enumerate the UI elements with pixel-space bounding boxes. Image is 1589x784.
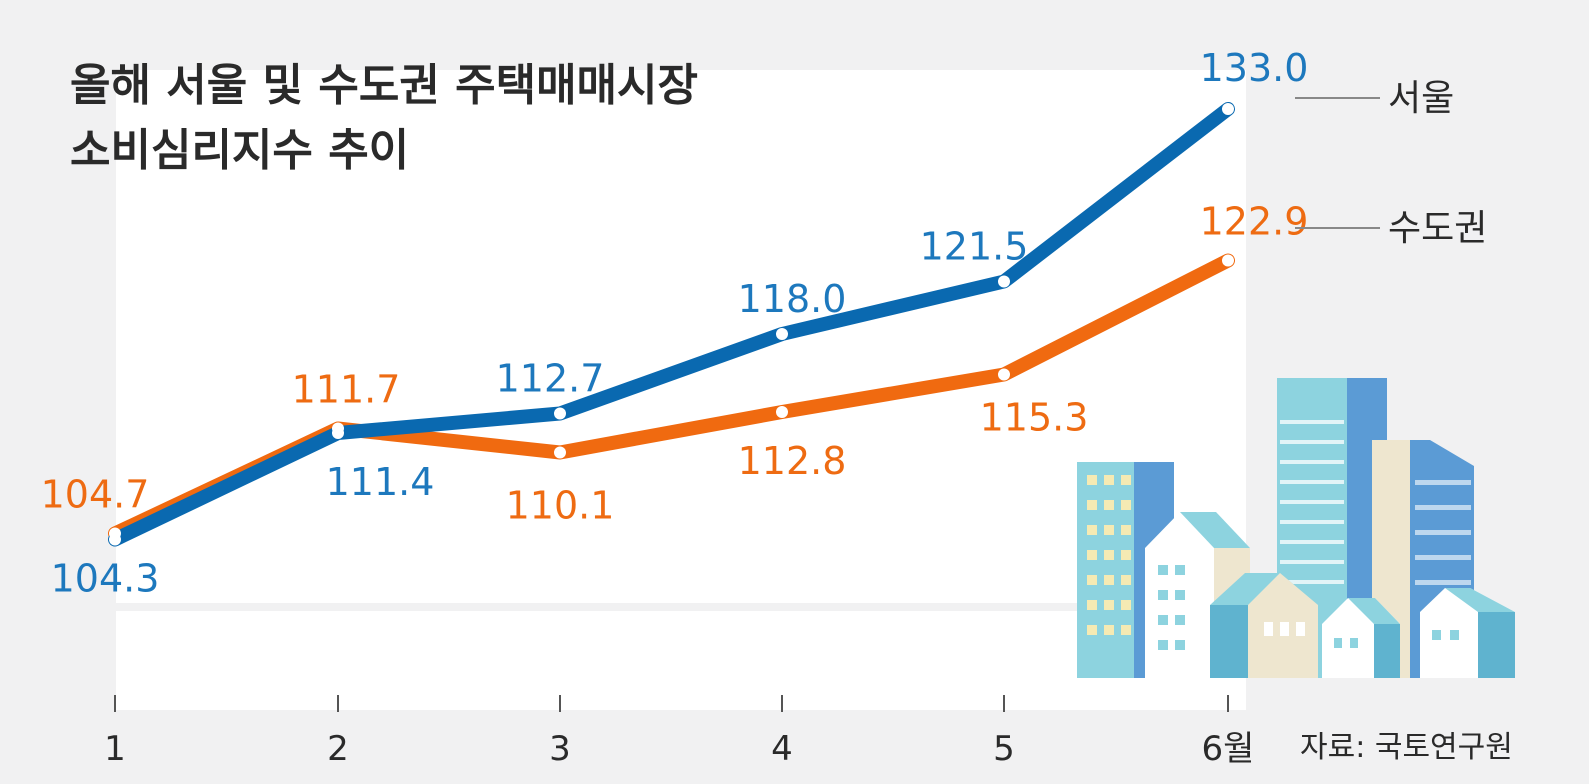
data-label-metro: 122.9 [1200, 200, 1309, 244]
x-tick-label: 4 [771, 729, 793, 769]
legend-metro-label: 수도권 [1388, 208, 1487, 249]
data-label-seoul: 133.0 [1200, 46, 1309, 90]
data-label-seoul: 118.0 [738, 277, 847, 321]
data-label-seoul: 104.3 [51, 557, 160, 601]
x-tick-label: 2 [327, 729, 349, 769]
chart-title-line-2: 소비심리지수 추이 [70, 125, 409, 176]
x-axis: 1 2 3 4 5 6월 [104, 695, 1254, 769]
gridline [116, 603, 1246, 611]
data-point-metro [554, 446, 566, 459]
data-point-seoul [332, 427, 344, 439]
data-point-metro [776, 406, 788, 418]
data-point-seoul [998, 275, 1010, 288]
data-label-metro: 111.7 [292, 368, 401, 412]
data-label-metro: 115.3 [980, 396, 1089, 440]
x-tick-label: 3 [549, 729, 571, 769]
data-point-metro [998, 368, 1010, 381]
data-point-seoul [109, 533, 121, 546]
legend-seoul-label: 서울 [1388, 78, 1454, 119]
data-label-metro: 112.8 [738, 439, 847, 483]
data-point-metro [1222, 254, 1234, 267]
source-note: 자료: 국토연구원 [1300, 730, 1513, 765]
data-point-seoul [1222, 103, 1234, 115]
data-label-metro: 104.7 [41, 473, 150, 517]
x-tick-label: 5 [993, 729, 1015, 769]
data-point-seoul [554, 407, 566, 420]
series-line-seoul [108, 102, 1235, 547]
x-tick-label: 1 [104, 729, 126, 769]
data-label-metro: 110.1 [506, 484, 615, 528]
data-label-seoul: 111.4 [326, 460, 435, 504]
data-point-seoul [776, 328, 788, 340]
chart-title-line-1: 올해 서울 및 수도권 주택매매시장 [70, 60, 698, 111]
data-label-seoul: 112.7 [496, 357, 605, 401]
x-tick-label: 6월 [1202, 729, 1255, 769]
buildings-illustration [1077, 378, 1515, 678]
data-label-seoul: 121.5 [920, 225, 1029, 269]
